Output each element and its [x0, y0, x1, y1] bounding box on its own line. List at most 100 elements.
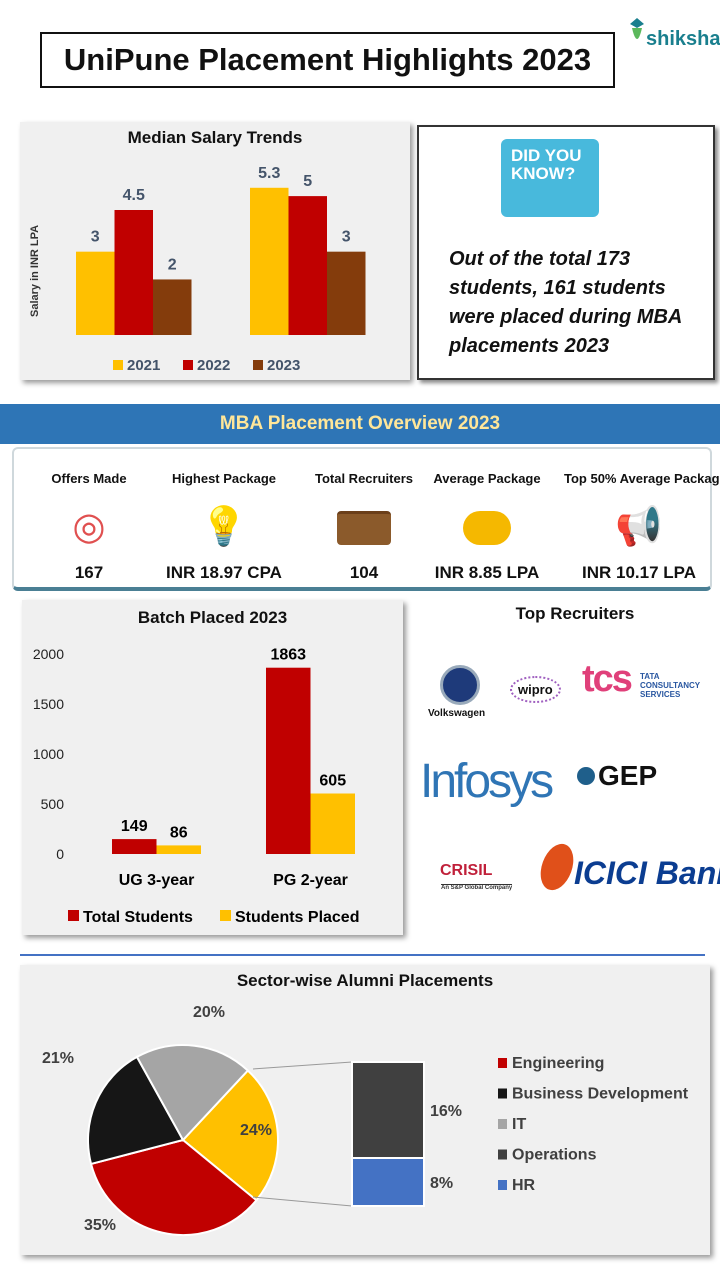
gep-logo: GEP	[598, 760, 658, 791]
secondary-bar-hr	[351, 1157, 425, 1207]
data-label: 4.5	[123, 187, 145, 204]
legend-swatch	[253, 360, 263, 370]
legend-swatch	[68, 910, 79, 921]
page-title: UniPune Placement Highlights 2023	[40, 32, 615, 88]
crisil-tagline: An S&P Global Company	[441, 884, 513, 891]
stat-value: INR 18.97 CPA	[166, 563, 282, 582]
shiksha-logo: shiksha	[626, 12, 720, 52]
lightbulb-icon: 💡	[200, 506, 248, 548]
stats-panel: Offers Made ◎ 167 Highest Package 💡 INR …	[12, 447, 720, 591]
volkswagen-logo-icon	[440, 665, 480, 705]
tata-consultancy-logo: TATA CONSULTANCY SERVICES	[640, 672, 700, 699]
top-recruiters-title: Top Recruiters	[515, 604, 635, 623]
legend-label: Total Students	[83, 909, 193, 926]
stat-value: 167	[74, 563, 104, 582]
legend-swatch	[498, 1088, 507, 1099]
pie-slice-engineering	[89, 1138, 258, 1236]
stat-label: Top 50% Average Package	[564, 471, 720, 486]
data-label: 24%	[240, 1122, 272, 1139]
did-you-know-panel: DID YOU KNOW? Out of the total 173 stude…	[417, 125, 715, 380]
data-label: 3	[342, 229, 351, 246]
data-label: 1863	[270, 647, 306, 664]
legend-swatch	[220, 910, 231, 921]
legend-label: Students Placed	[235, 909, 359, 926]
batch-placed-chart-panel: Batch Placed 2023 0 500 1000 1500 2000 UG 3-y…	[22, 600, 403, 935]
sector-pie-chart: 24% 35% 21% 20% 16% 8% Engineering Business Dev…	[42, 1004, 689, 1236]
pie-slice-it	[135, 1044, 250, 1142]
infosys-logo: Infosys	[420, 755, 554, 808]
volkswagen-logo: Volkswagen	[428, 708, 486, 719]
coins-icon	[463, 505, 511, 545]
data-label: 5.3	[258, 165, 280, 182]
data-label: 3	[91, 229, 100, 246]
median-salary-chart: 3 5.3 2021 4.5 5 2022 2 3 2023	[76, 165, 366, 374]
did-you-know-text: Out of the total 173 students, 161 stude…	[449, 248, 682, 357]
data-label: 35%	[84, 1217, 116, 1234]
data-label: 5	[303, 173, 312, 190]
chart-title: Sector-wise Alumni Placements	[236, 971, 494, 990]
legend-swatch	[113, 360, 123, 370]
logo-icon	[630, 18, 644, 39]
y-tick-label: 0	[56, 846, 64, 862]
pie-slice-business-development	[87, 1055, 185, 1166]
overview-banner: MBA Placement Overview 2023	[0, 404, 720, 444]
sector-pie-chart-panel: Sector-wise Alumni Placements 24% 35% 21% 2…	[20, 965, 710, 1255]
y-tick-label: 1000	[33, 746, 64, 762]
stat-label: Highest Package	[171, 471, 277, 486]
legend-swatch	[498, 1180, 507, 1190]
data-label: 86	[170, 824, 188, 841]
connector-line	[252, 1061, 353, 1070]
legend-label: IT	[512, 1116, 526, 1133]
bar-students-placed	[310, 793, 355, 854]
icici-bank-logo: ICICI Bank	[574, 855, 720, 891]
stat-label: Total Recruiters	[314, 471, 413, 486]
data-label: 605	[319, 773, 346, 790]
legend-swatch	[183, 360, 193, 370]
wipro-logo: wipro	[510, 676, 561, 703]
bar-students-placed	[156, 845, 201, 854]
pie-slice-other	[181, 1069, 279, 1202]
divider	[20, 954, 705, 956]
megaphone-icon: 📢	[615, 506, 663, 548]
batch-placed-chart: 0 500 1000 1500 2000 UG 3-year PG 2-year 149 186…	[33, 646, 360, 926]
chart-title: Batch Placed 2023	[137, 608, 288, 627]
legend-label: HR	[512, 1177, 536, 1194]
x-tick-label: UG 3-year	[119, 872, 195, 889]
bar-2021	[76, 251, 115, 335]
y-tick-label: 2000	[33, 646, 64, 662]
legend-swatch	[498, 1149, 507, 1160]
stat-label: Offers Made	[51, 471, 127, 486]
bar-total-students	[112, 839, 157, 854]
legend-swatch	[498, 1119, 507, 1129]
tcs-logo: tcs	[582, 658, 633, 700]
chart-title: Median Salary Trends	[127, 128, 303, 147]
connector-line	[252, 1196, 353, 1207]
legend-label: Engineering	[512, 1055, 604, 1072]
legend-label: Operations	[512, 1147, 597, 1164]
bar-2023	[153, 279, 192, 335]
y-tick-label: 1500	[33, 696, 64, 712]
legend-label-2021: 2021	[127, 357, 160, 374]
data-label: 2	[168, 256, 177, 273]
bar-2023	[327, 251, 366, 335]
bar-2022	[114, 210, 153, 335]
bar-2021	[250, 187, 289, 335]
legend-label-2023: 2023	[267, 357, 300, 374]
crisil-logo: CRISIL	[440, 862, 493, 879]
median-salary-chart-panel: Median Salary Trends Salary in INR LPA 3…	[20, 122, 410, 380]
secondary-bar-operations	[351, 1061, 425, 1159]
bar-2022	[288, 196, 327, 335]
stat-value: 104	[349, 563, 379, 582]
bar-total-students	[266, 667, 311, 854]
y-tick-label: 500	[41, 796, 65, 812]
stat-label: Average Package	[433, 471, 541, 486]
data-label: 149	[121, 818, 148, 835]
x-tick-label: PG 2-year	[273, 872, 348, 889]
stat-value: INR 8.85 LPA	[434, 563, 540, 582]
data-label: 8%	[430, 1175, 453, 1192]
data-label: 20%	[193, 1004, 225, 1021]
data-label: 21%	[42, 1050, 74, 1067]
legend-swatch	[498, 1058, 507, 1068]
briefcase-icon	[337, 505, 391, 545]
target-icon: ◎	[72, 506, 106, 548]
